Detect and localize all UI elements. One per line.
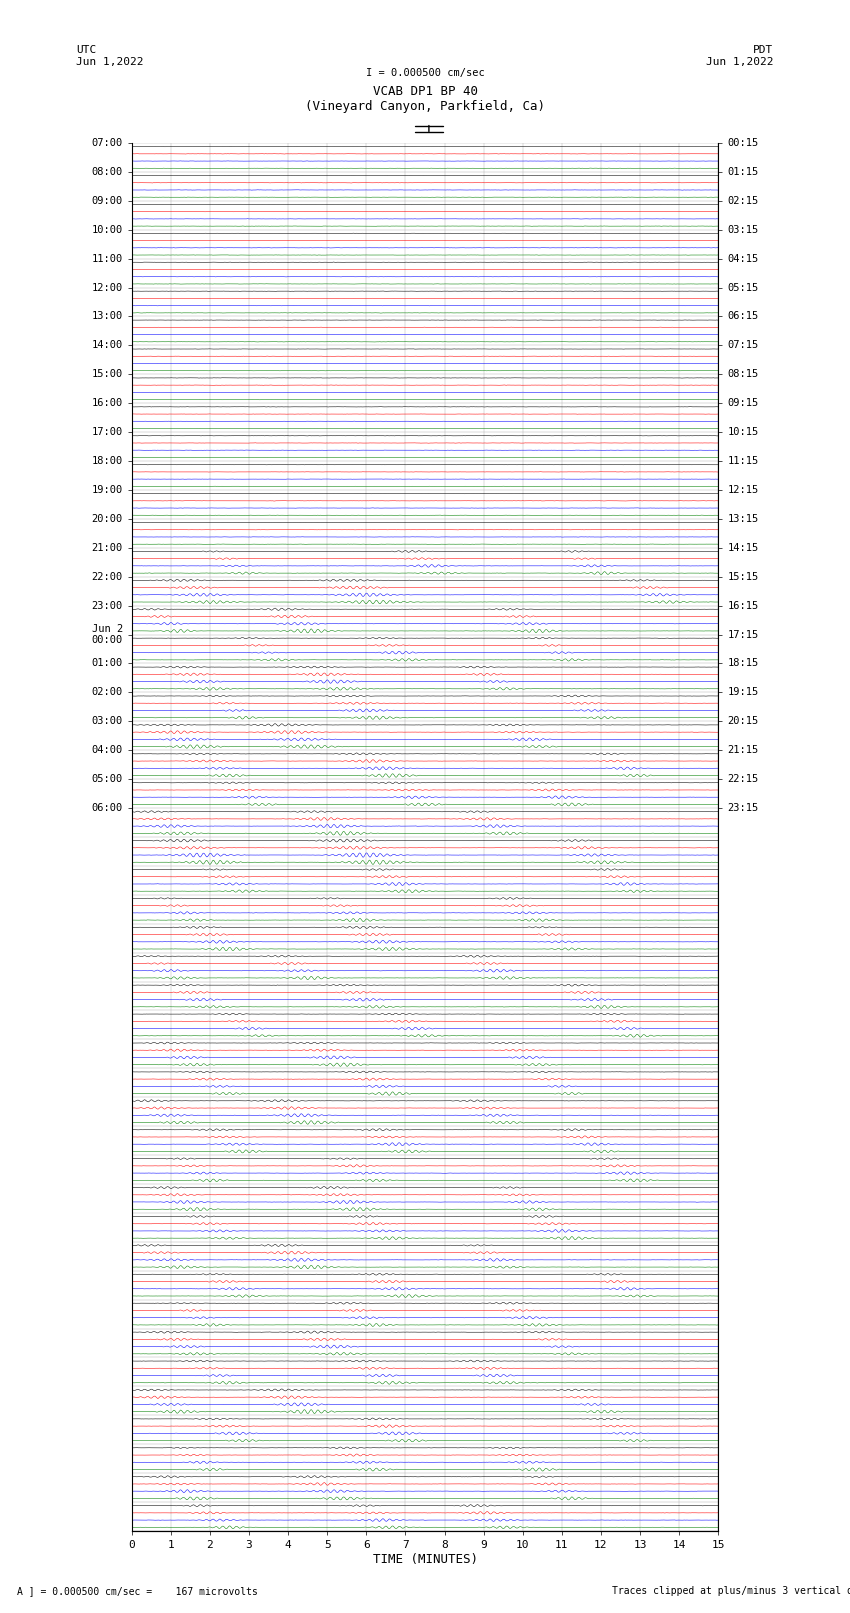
Text: Traces clipped at plus/minus 3 vertical divisions: Traces clipped at plus/minus 3 vertical …	[612, 1586, 850, 1595]
Title: VCAB DP1 BP 40
(Vineyard Canyon, Parkfield, Ca): VCAB DP1 BP 40 (Vineyard Canyon, Parkfie…	[305, 84, 545, 113]
Text: UTC: UTC	[76, 45, 97, 55]
X-axis label: TIME (MINUTES): TIME (MINUTES)	[372, 1553, 478, 1566]
Text: I = 0.000500 cm/sec: I = 0.000500 cm/sec	[366, 68, 484, 77]
Text: Jun 1,2022: Jun 1,2022	[76, 56, 144, 66]
Text: PDT: PDT	[753, 45, 774, 55]
Text: A ] = 0.000500 cm/sec =    167 microvolts: A ] = 0.000500 cm/sec = 167 microvolts	[17, 1586, 258, 1595]
Text: Jun 1,2022: Jun 1,2022	[706, 56, 774, 66]
